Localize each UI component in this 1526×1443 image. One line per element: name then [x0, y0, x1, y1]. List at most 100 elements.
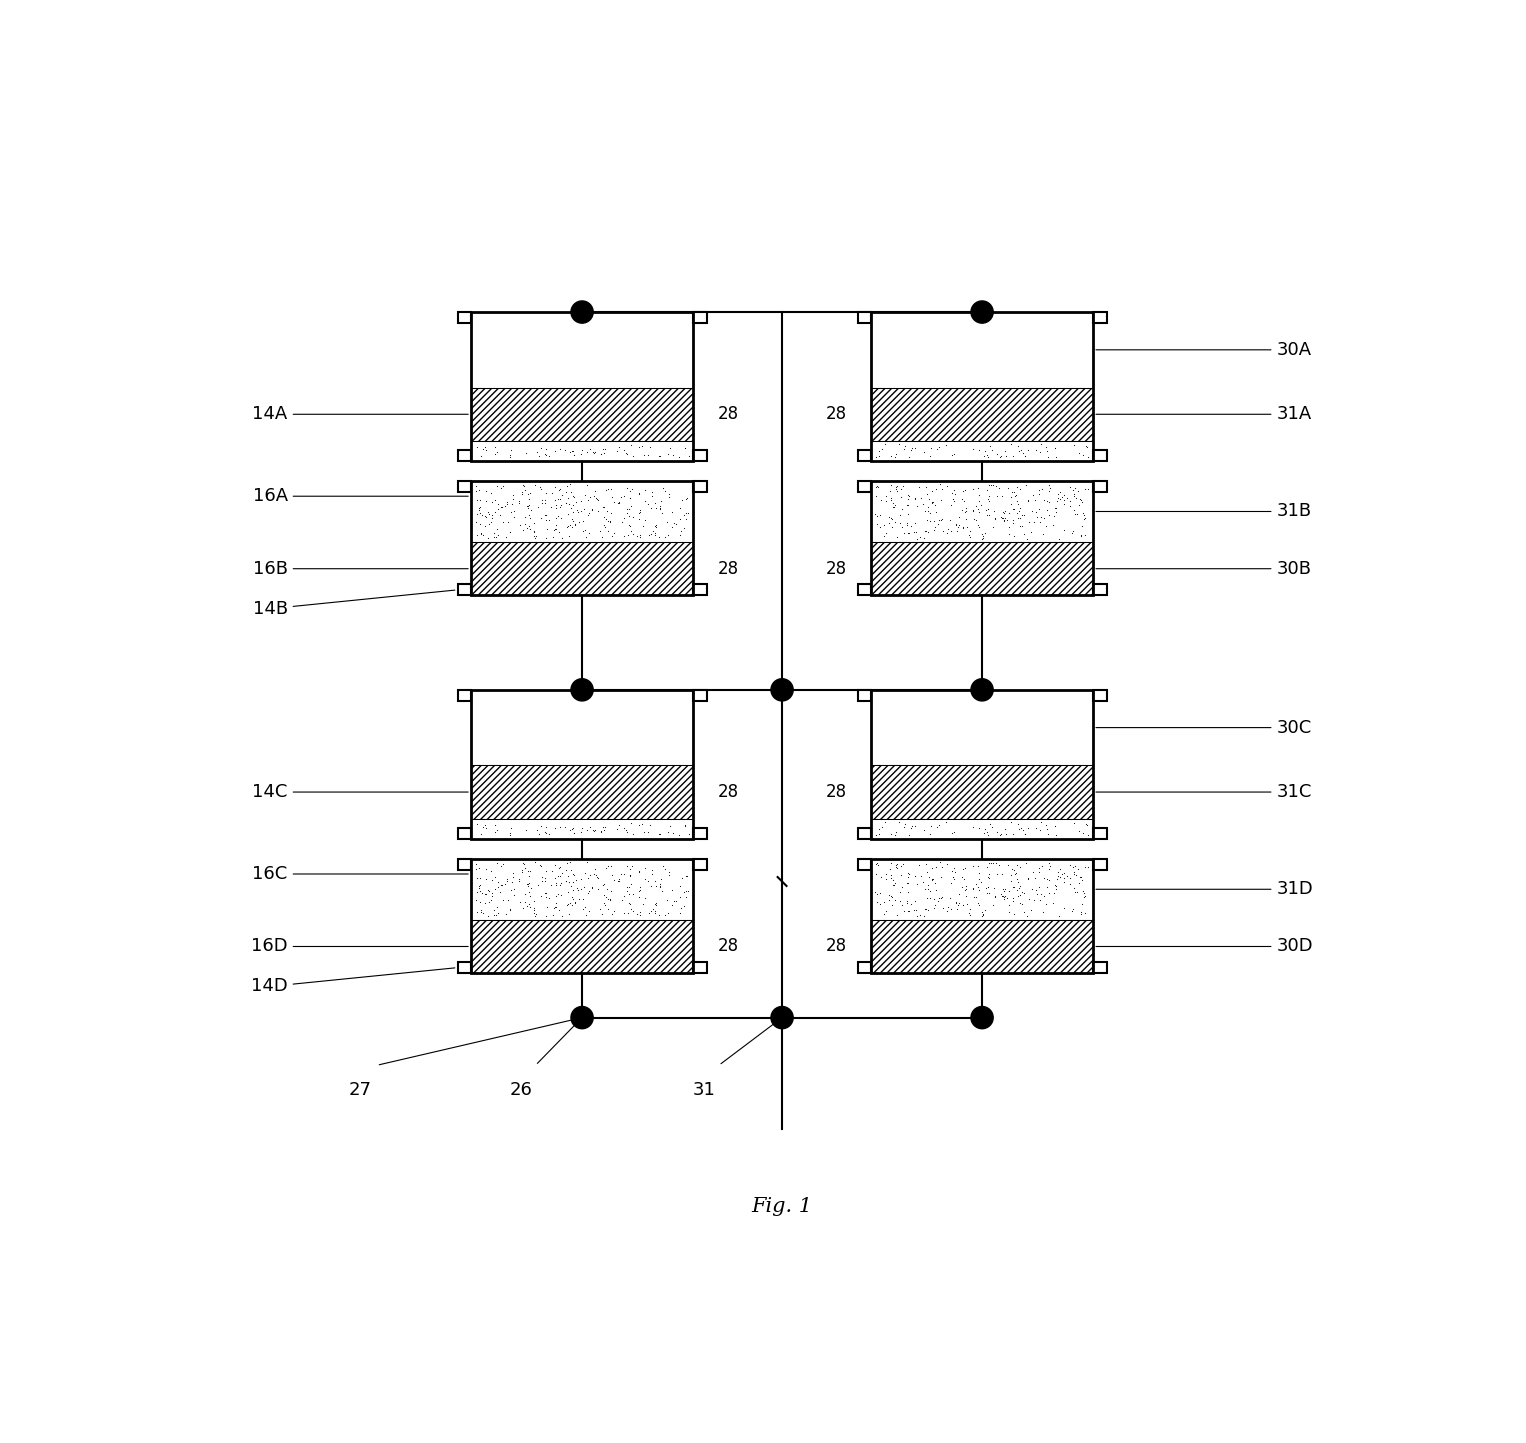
Point [1033, 514, 1058, 537]
Point [615, 876, 639, 899]
Point [1054, 864, 1079, 887]
Point [971, 527, 995, 550]
Point [1070, 866, 1094, 889]
Point [468, 823, 493, 846]
Point [485, 498, 510, 521]
Point [977, 882, 1001, 905]
Point [560, 893, 584, 916]
Point [534, 860, 559, 883]
Point [1006, 489, 1030, 512]
Point [951, 857, 975, 880]
Point [468, 873, 493, 896]
Circle shape [971, 302, 993, 323]
Point [615, 476, 639, 499]
Point [487, 902, 511, 925]
Point [1065, 857, 1090, 880]
Point [903, 486, 928, 509]
Point [555, 515, 580, 538]
Point [649, 489, 673, 512]
Point [1038, 869, 1062, 892]
Point [1016, 489, 1041, 512]
Point [975, 821, 1000, 844]
Point [890, 876, 914, 899]
Point [468, 890, 493, 913]
Point [945, 512, 969, 535]
Point [1074, 814, 1099, 837]
Point [873, 522, 897, 545]
Point [501, 870, 525, 893]
Point [989, 444, 1013, 468]
Point [560, 508, 584, 531]
Point [502, 499, 526, 522]
Point [649, 498, 673, 521]
Point [575, 442, 600, 465]
Point [653, 525, 678, 548]
Point [943, 860, 967, 883]
Point [882, 446, 906, 469]
Point [1004, 501, 1029, 524]
Point [618, 893, 642, 916]
Point [1006, 867, 1030, 890]
Point [674, 879, 699, 902]
Point [560, 494, 584, 517]
Point [1016, 489, 1041, 512]
Bar [458, 584, 472, 596]
Bar [871, 481, 1093, 543]
Point [543, 896, 568, 919]
Point [1030, 478, 1054, 501]
Point [1067, 866, 1091, 889]
Point [877, 506, 902, 530]
Point [922, 509, 946, 532]
Point [609, 485, 633, 508]
Point [926, 512, 951, 535]
Point [618, 864, 642, 887]
Point [864, 851, 888, 874]
Point [484, 501, 508, 524]
Point [598, 889, 623, 912]
Point [589, 443, 613, 466]
Point [1062, 502, 1087, 525]
Point [554, 492, 578, 515]
Point [1067, 820, 1091, 843]
Point [995, 886, 1019, 909]
Point [937, 508, 961, 531]
Point [557, 818, 581, 841]
Point [549, 905, 574, 928]
Point [615, 854, 639, 877]
Point [508, 890, 533, 913]
Point [510, 482, 534, 505]
Point [993, 506, 1018, 530]
Point [961, 499, 986, 522]
Point [671, 895, 696, 918]
Text: 28: 28 [717, 560, 739, 577]
Point [557, 850, 581, 873]
Point [891, 475, 916, 498]
Bar [871, 859, 1093, 973]
Point [949, 498, 974, 521]
Point [906, 854, 931, 877]
Point [1068, 522, 1093, 545]
Point [581, 818, 606, 841]
Point [1033, 892, 1058, 915]
Point [497, 898, 522, 921]
Point [874, 489, 899, 512]
Point [1015, 473, 1039, 496]
Point [966, 476, 990, 499]
Point [864, 824, 888, 847]
Point [546, 864, 571, 887]
Point [884, 856, 908, 879]
Point [1003, 863, 1027, 886]
Point [562, 486, 586, 509]
Point [592, 442, 617, 465]
Bar [1093, 962, 1106, 973]
Point [594, 478, 618, 501]
Point [627, 860, 652, 883]
Point [913, 440, 937, 463]
Point [902, 437, 926, 460]
Point [1027, 876, 1051, 899]
Point [624, 524, 649, 547]
Point [533, 886, 557, 909]
Bar [858, 859, 871, 870]
Point [977, 863, 1001, 886]
Point [882, 872, 906, 895]
